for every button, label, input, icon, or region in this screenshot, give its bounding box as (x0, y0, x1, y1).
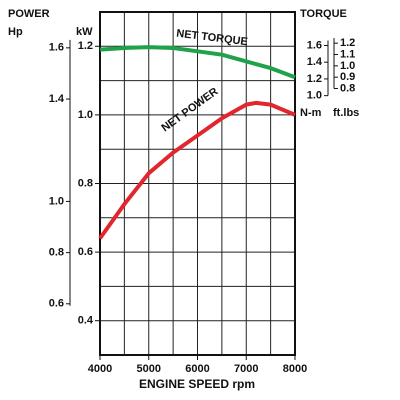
hp-tick-label: 0.6 (49, 298, 64, 310)
series-line (98, 100, 296, 240)
y-axis-label: kW (76, 26, 93, 38)
y-tick-label: 0.4 (78, 315, 94, 327)
series-line (99, 45, 296, 80)
x-tick-label: 4000 (88, 363, 112, 375)
y2-axis-label: N-m (300, 107, 322, 119)
x-tick-label: 6000 (185, 363, 209, 375)
y2-tick-label: 1.6 (307, 39, 322, 51)
hp-tick-label: 0.8 (49, 247, 64, 259)
x-tick-label: 7000 (234, 363, 258, 375)
y3-tick-label: 1.2 (340, 37, 355, 49)
y3-axis-label: ft.lbs (333, 107, 359, 119)
hp-tick-label: 1.4 (49, 93, 65, 105)
hp-tick-label: 1.6 (49, 42, 64, 54)
hp-tick-label: 1.0 (49, 195, 64, 207)
y2-tick-label: 1.0 (307, 90, 322, 102)
y2-tick-label: 1.2 (307, 73, 322, 85)
y-tick-label: 0.8 (78, 177, 93, 189)
y2-tick-label: 1.4 (307, 56, 323, 68)
series-label: NET TORQUE (176, 28, 249, 49)
y3-tick-label: 1.1 (340, 48, 355, 60)
left-title: POWER (8, 8, 50, 20)
x-tick-label: 8000 (283, 363, 307, 375)
y3-tick-label: 0.8 (340, 82, 355, 94)
x-axis-label: ENGINE SPEED rpm (139, 377, 255, 391)
y3-tick-label: 0.9 (340, 71, 355, 83)
y-tick-label: 1.2 (78, 40, 93, 52)
x-tick-label: 5000 (137, 363, 161, 375)
y3-tick-label: 1.0 (340, 60, 355, 72)
hp-label: Hp (8, 26, 23, 38)
right-title: TORQUE (300, 8, 347, 20)
y-tick-label: 0.6 (78, 246, 93, 258)
y-tick-label: 1.0 (78, 109, 93, 121)
